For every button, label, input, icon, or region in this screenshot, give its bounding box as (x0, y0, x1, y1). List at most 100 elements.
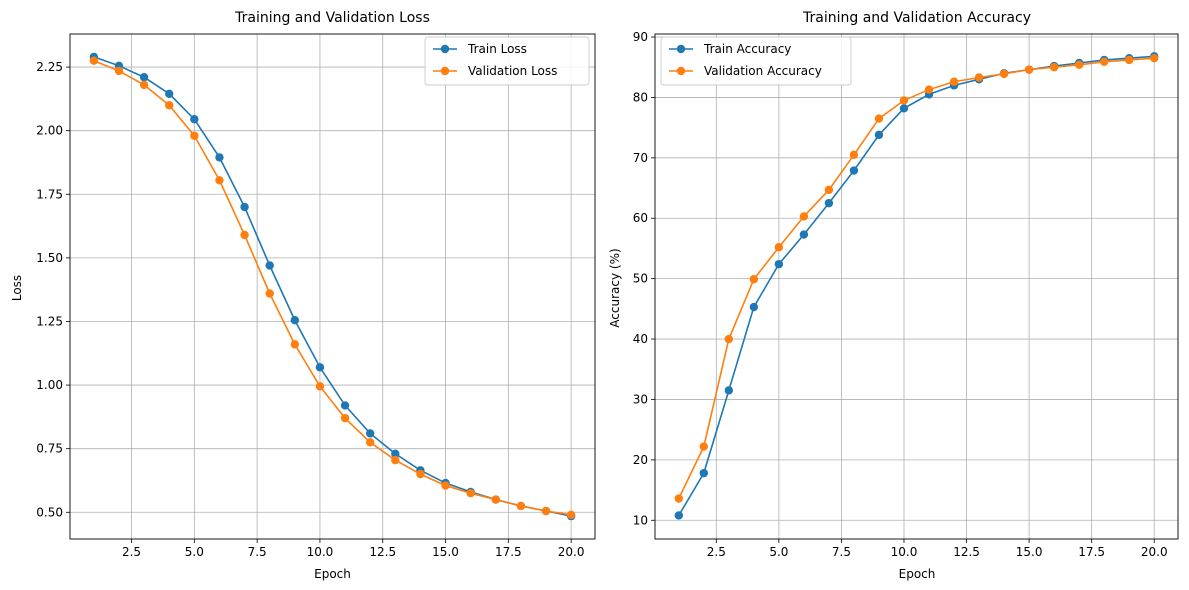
loss-series-1-point (491, 495, 500, 504)
accuracy-x-tick-label: 7.5 (832, 545, 851, 559)
loss-series-0-point (315, 363, 325, 372)
loss-series-1-point (516, 501, 526, 511)
loss-series-1-point (114, 66, 124, 76)
accuracy-series-1-point (774, 243, 784, 252)
accuracy-x-tick-label: 12.5 (953, 545, 980, 559)
loss-legend-label: Validation Loss (468, 64, 557, 78)
loss-series-1-point (365, 438, 375, 447)
loss-series-1-point (541, 506, 551, 516)
accuracy-legend-box (660, 36, 852, 86)
loss-series-1-point (315, 382, 325, 391)
loss-series-1-point (190, 131, 199, 140)
loss-series-1-point (89, 56, 99, 65)
loss-series-1-point (139, 80, 149, 90)
loss-y-tick-label: 0.50 (36, 505, 63, 519)
accuracy-series-line-0 (678, 55, 1155, 516)
loss-y-tick-label: 2.00 (36, 124, 63, 138)
loss-x-tick-label: 12.5 (369, 545, 396, 559)
loss-x-tick-label: 2.5 (122, 545, 141, 559)
loss-series-0-point (290, 316, 300, 325)
loss-x-axis-label: Epoch (314, 567, 351, 581)
accuracy-series-1-point (1125, 55, 1134, 65)
loss-legend-swatch-marker (440, 66, 450, 76)
accuracy-series-0-point (899, 104, 909, 113)
loss-series-1-point (391, 455, 400, 465)
accuracy-chart: Training and Validation Accuracy Epoch A… (608, 10, 1179, 581)
accuracy-y-tick-label: 70 (633, 151, 648, 165)
accuracy-series-1-point (999, 69, 1009, 79)
loss-series-0-point (340, 401, 350, 410)
accuracy-chart-title: Training and Validation Accuracy (802, 10, 1031, 26)
loss-y-axis-label: Loss (10, 275, 24, 301)
loss-series-line-1 (93, 59, 572, 516)
loss-series-1-point (265, 289, 274, 298)
loss-y-tick-label: 1.75 (36, 187, 63, 201)
loss-series-1-point (416, 469, 425, 479)
accuracy-series-1-point (924, 85, 934, 94)
accuracy-y-tick-label: 20 (633, 453, 648, 467)
loss-y-tick-label: 0.75 (36, 442, 63, 456)
accuracy-series-0-point (874, 130, 884, 140)
loss-series-1-point (340, 413, 350, 423)
loss-series-1-point (441, 481, 450, 490)
accuracy-y-tick-label: 30 (633, 392, 648, 406)
accuracy-x-tick-label: 15.0 (1016, 545, 1043, 559)
loss-x-tick-label: 15.0 (432, 545, 459, 559)
loss-x-tick-label: 10.0 (307, 545, 334, 559)
accuracy-series-1-point (799, 212, 809, 221)
accuracy-legend-swatch-marker (676, 66, 686, 76)
loss-series-0-point (165, 89, 174, 98)
loss-legend-swatch-marker (440, 44, 450, 54)
accuracy-y-axis-label: Accuracy (%) (608, 248, 622, 327)
accuracy-series-1-point (1074, 60, 1084, 70)
loss-series-0-point (265, 261, 274, 270)
loss-x-tick-label: 20.0 (558, 545, 585, 559)
accuracy-series-1-point (1099, 57, 1109, 66)
accuracy-y-tick-label: 10 (633, 513, 648, 527)
accuracy-series-0-point (824, 198, 834, 208)
loss-legend-label: Train Loss (467, 42, 527, 56)
accuracy-series-1-point (849, 150, 859, 160)
loss-series-0-point (139, 73, 149, 82)
accuracy-series-0-point (849, 166, 859, 175)
accuracy-y-tick-label: 50 (633, 272, 648, 286)
accuracy-y-tick-label: 90 (633, 30, 648, 44)
accuracy-y-tick-label: 60 (633, 211, 648, 225)
accuracy-series-0-point (699, 468, 708, 478)
accuracy-series-0-point (799, 230, 809, 239)
loss-y-tick-label: 1.00 (36, 378, 63, 392)
accuracy-series-1-point (974, 73, 984, 82)
accuracy-series-1-point (724, 334, 734, 344)
accuracy-series-1-point (949, 77, 959, 86)
accuracy-x-tick-label: 2.5 (707, 545, 726, 559)
loss-series-0-point (365, 429, 375, 438)
loss-series-1-point (290, 340, 300, 349)
accuracy-y-tick-label: 80 (633, 90, 648, 104)
loss-x-tick-label: 7.5 (248, 545, 267, 559)
loss-series-1-point (566, 510, 576, 520)
loss-legend: Train Loss Validation Loss (424, 36, 590, 86)
accuracy-x-tick-label: 10.0 (891, 545, 918, 559)
accuracy-legend-label: Validation Accuracy (704, 64, 822, 78)
accuracy-series-1-point (749, 275, 759, 284)
loss-series-1-point (215, 176, 224, 185)
accuracy-legend: Train Accuracy Validation Accuracy (660, 36, 852, 86)
loss-plot-frame (69, 33, 596, 540)
accuracy-x-axis-label: Epoch (899, 567, 936, 581)
loss-series-1-point (165, 101, 174, 110)
accuracy-series-0-point (724, 386, 734, 395)
loss-series-0-point (215, 153, 224, 162)
accuracy-series-0-point (774, 259, 784, 269)
accuracy-series-0-point (674, 511, 683, 520)
accuracy-x-tick-label: 5.0 (769, 545, 788, 559)
accuracy-series-1-point (874, 114, 884, 123)
loss-y-tick-label: 1.25 (36, 314, 63, 328)
accuracy-plot-frame (654, 33, 1179, 540)
accuracy-series-1-point (1150, 53, 1159, 63)
accuracy-series-1-point (899, 96, 909, 105)
loss-x-tick-label: 5.0 (185, 545, 204, 559)
accuracy-series-1-point (1049, 63, 1059, 72)
loss-series-1-point (240, 230, 249, 240)
accuracy-series-0-point (749, 302, 759, 312)
